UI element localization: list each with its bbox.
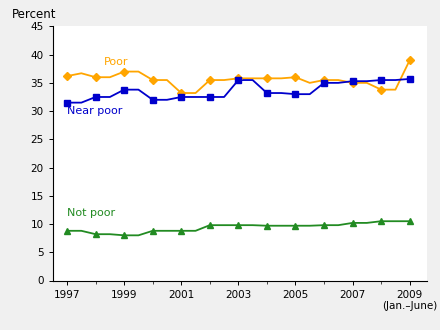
Text: Poor: Poor — [104, 57, 128, 67]
Text: Near poor: Near poor — [67, 106, 122, 116]
Text: Percent: Percent — [11, 8, 56, 21]
Text: Not poor: Not poor — [67, 208, 115, 217]
